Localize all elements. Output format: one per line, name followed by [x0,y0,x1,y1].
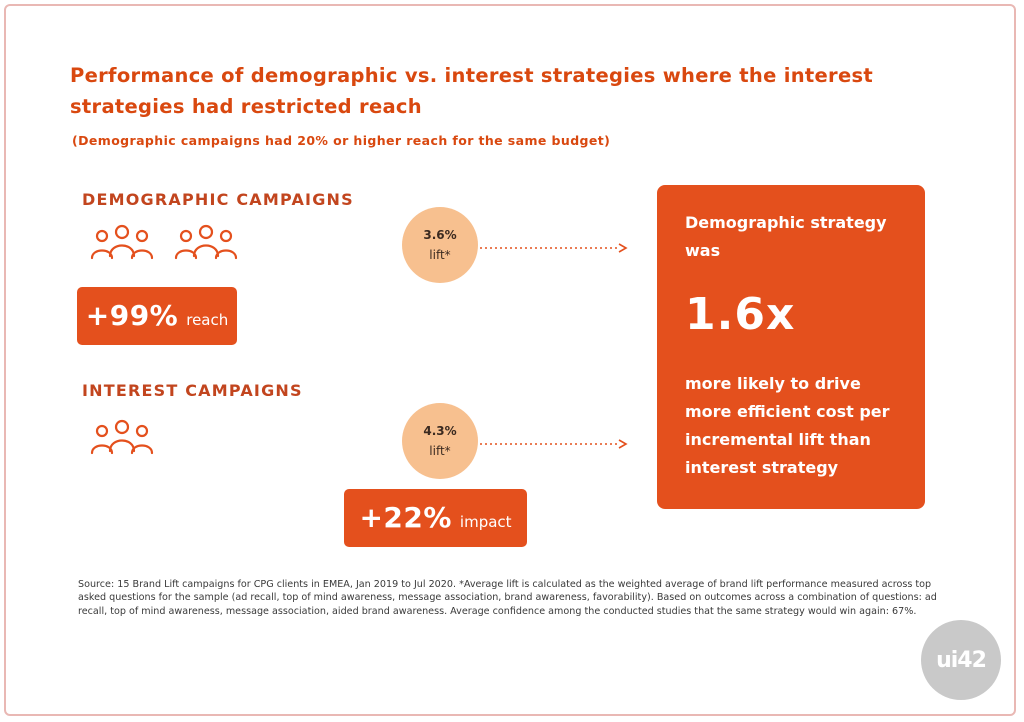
demographic-lift-badge: 3.6% lift* [402,207,478,283]
dotted-arrow-icon [480,434,630,449]
watermark-logo: ui42 [921,620,1001,700]
infographic-subtitle: (Demographic campaigns had 20% or higher… [72,133,611,148]
result-lead-text: Demographic strategy was [685,213,887,260]
result-card: Demographic strategy was 1.6x more likel… [657,185,925,509]
reach-unit: reach [186,311,229,329]
people-group-icon [88,417,156,459]
demographic-lift-value: 3.6% [423,228,457,242]
demographic-campaigns-label: DEMOGRAPHIC CAMPAIGNS [82,190,354,209]
dotted-arrow-icon [480,238,630,253]
impact-pill: +22% impact [344,489,527,547]
infographic-title: Performance of demographic vs. interest … [70,64,873,118]
result-tail-text: more likely to drive more efficient cost… [685,374,890,477]
impact-value: +22% [359,501,452,534]
interest-lift-value: 4.3% [423,424,457,438]
people-group-icon [88,222,156,264]
people-group-icon [172,222,240,264]
impact-unit: impact [459,513,512,531]
interest-campaigns-label: INTEREST CAMPAIGNS [82,381,303,400]
reach-pill: +99% reach [77,287,237,345]
reach-value: +99% [85,299,179,332]
demographic-lift-unit: lift* [429,248,451,262]
source-footnote: Source: 15 Brand Lift campaigns for CPG … [78,579,937,617]
result-multiplier: 1.6x [685,289,796,340]
interest-lift-badge: 4.3% lift* [402,403,478,479]
interest-lift-unit: lift* [429,444,451,458]
